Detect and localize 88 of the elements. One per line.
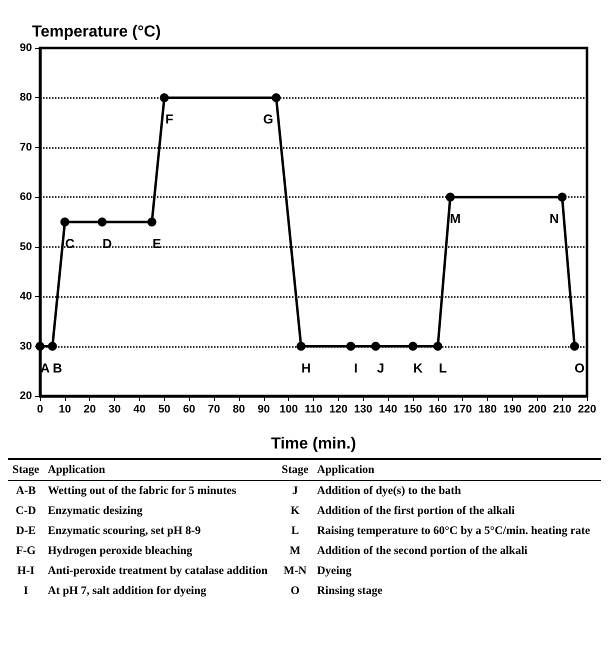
y-axis-title: Temperature (°C) — [32, 24, 161, 40]
text: C-D — [14, 504, 38, 519]
x-tick-label: 20 — [84, 404, 96, 416]
text: M — [288, 544, 302, 559]
y-tick-label: 20 — [20, 390, 32, 402]
x-tick-label: 150 — [404, 404, 422, 416]
y-tick-label: 90 — [20, 42, 32, 54]
text: A-B — [14, 484, 37, 499]
x-tick-label: 90 — [258, 404, 270, 416]
point — [558, 192, 567, 202]
text: M-N — [282, 564, 308, 579]
text: L — [290, 524, 300, 539]
annotation: I — [354, 360, 358, 376]
point — [408, 342, 418, 351]
x-tick-label: 80 — [232, 404, 246, 416]
x-tick-label: 200 — [528, 404, 546, 416]
x-tick-label: 180 — [478, 404, 497, 416]
annotation: N — [549, 211, 559, 226]
point — [272, 93, 281, 102]
text: Application — [316, 463, 376, 478]
point — [296, 342, 306, 351]
annotation: M — [450, 211, 461, 226]
annotation: H — [301, 360, 311, 376]
text: Addition of the second portion of the alkali — [316, 544, 528, 559]
text: Stage — [11, 463, 40, 478]
text: D-E — [14, 524, 37, 539]
text: I — [22, 584, 30, 599]
annotation: A — [40, 360, 50, 376]
x-tick-label: 140 — [378, 404, 398, 416]
x-tick-label: 190 — [503, 404, 522, 416]
annotation: O — [574, 360, 585, 376]
point — [36, 342, 44, 351]
x-tick-label: 0 — [36, 404, 44, 416]
x-axis-title: Time (min.) — [270, 436, 356, 452]
y-tick-label: 80 — [20, 92, 32, 104]
text: Hydrogen peroxide bleaching — [46, 544, 194, 559]
x-tick-label: 220 — [578, 404, 596, 416]
x-tick-label: 70 — [208, 404, 220, 416]
x-tick-label: 110 — [304, 404, 322, 416]
annotation: J — [377, 360, 384, 376]
annotation: F — [165, 112, 174, 127]
text: Enzymatic scouring, set pH 8-9 — [46, 524, 202, 539]
text: Enzymatic desizing — [46, 504, 144, 519]
point — [570, 342, 580, 351]
text: J — [291, 484, 299, 499]
x-tick-label: 160 — [428, 404, 447, 416]
annotation: K — [413, 360, 424, 376]
text: Raising temperature to 60°C by a 5°C/min. heating rate — [316, 524, 592, 539]
text: H-I — [16, 564, 36, 579]
point — [160, 93, 169, 102]
y-tick-label: 50 — [20, 240, 32, 253]
text: Rinsing stage — [316, 584, 384, 599]
text: Stage — [280, 463, 310, 478]
point — [48, 342, 57, 351]
x-tick-label: 170 — [454, 404, 472, 416]
y-tick-label: 60 — [20, 191, 32, 204]
y-tick-label: 30 — [20, 340, 32, 352]
text: Addition of dye(s) to the bath — [316, 484, 462, 499]
text: Application — [46, 463, 106, 478]
point — [147, 218, 156, 226]
y-tick-label: 70 — [20, 141, 32, 154]
text: Addition of the first portion of the alkali — [316, 504, 516, 519]
x-tick-label: 30 — [108, 404, 121, 416]
annotation: B — [52, 360, 62, 376]
text: At pH 7, salt addition for dyeing — [46, 584, 208, 599]
text: Dyeing — [316, 564, 352, 579]
text: K — [290, 504, 301, 519]
point — [346, 342, 356, 351]
x-tick-label: 100 — [279, 404, 298, 416]
annotation: L — [438, 360, 447, 376]
text: O — [290, 584, 301, 599]
x-tick-label: 50 — [158, 404, 170, 416]
x-tick-label: 210 — [552, 404, 572, 416]
y-tick-label: 40 — [20, 290, 32, 303]
point — [371, 342, 380, 351]
annotation: G — [263, 112, 274, 127]
x-tick-label: 10 — [58, 404, 71, 416]
text: Wetting out of the fabric for 5 minutes — [46, 484, 238, 499]
x-tick-label: 60 — [183, 404, 196, 416]
point — [98, 218, 107, 226]
x-tick-label: 120 — [329, 404, 348, 416]
point — [446, 192, 455, 202]
x-tick-label: 40 — [133, 404, 146, 416]
point — [433, 342, 442, 351]
text: Anti-peroxide treatment by catalase addition — [46, 564, 269, 579]
text: F-G — [14, 544, 37, 559]
point — [60, 218, 70, 226]
x-tick-label: 130 — [354, 404, 372, 416]
